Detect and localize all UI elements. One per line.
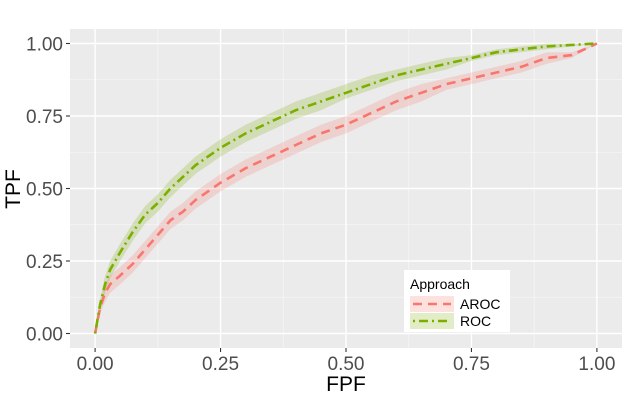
y-axis-title: TPF xyxy=(2,169,25,209)
y-tick-label: 0.75 xyxy=(26,107,63,128)
legend-title: Approach xyxy=(410,276,470,292)
x-axis-ticks: 0.00 0.25 0.50 0.75 1.00 xyxy=(77,348,615,375)
legend-label-roc: ROC xyxy=(460,313,491,329)
y-tick-label: 0.50 xyxy=(26,180,63,201)
y-tick-label: 0.25 xyxy=(26,252,63,273)
legend-label-aroc: AROC xyxy=(460,296,500,312)
x-tick-label: 0.25 xyxy=(202,354,239,375)
grid-major xyxy=(70,29,622,348)
x-axis-title: FPF xyxy=(326,373,366,396)
series-lines xyxy=(93,42,598,334)
y-tick-label: 0.00 xyxy=(26,325,63,346)
x-tick-label: 0.00 xyxy=(77,354,114,375)
y-axis-ticks: 0.00 0.25 0.50 0.75 1.00 xyxy=(26,35,70,346)
y-tick-label: 1.00 xyxy=(26,35,63,56)
x-tick-label: 1.00 xyxy=(578,354,615,375)
x-tick-label: 0.75 xyxy=(453,354,490,375)
line-aroc xyxy=(93,42,598,334)
x-tick-label: 0.50 xyxy=(328,354,365,375)
